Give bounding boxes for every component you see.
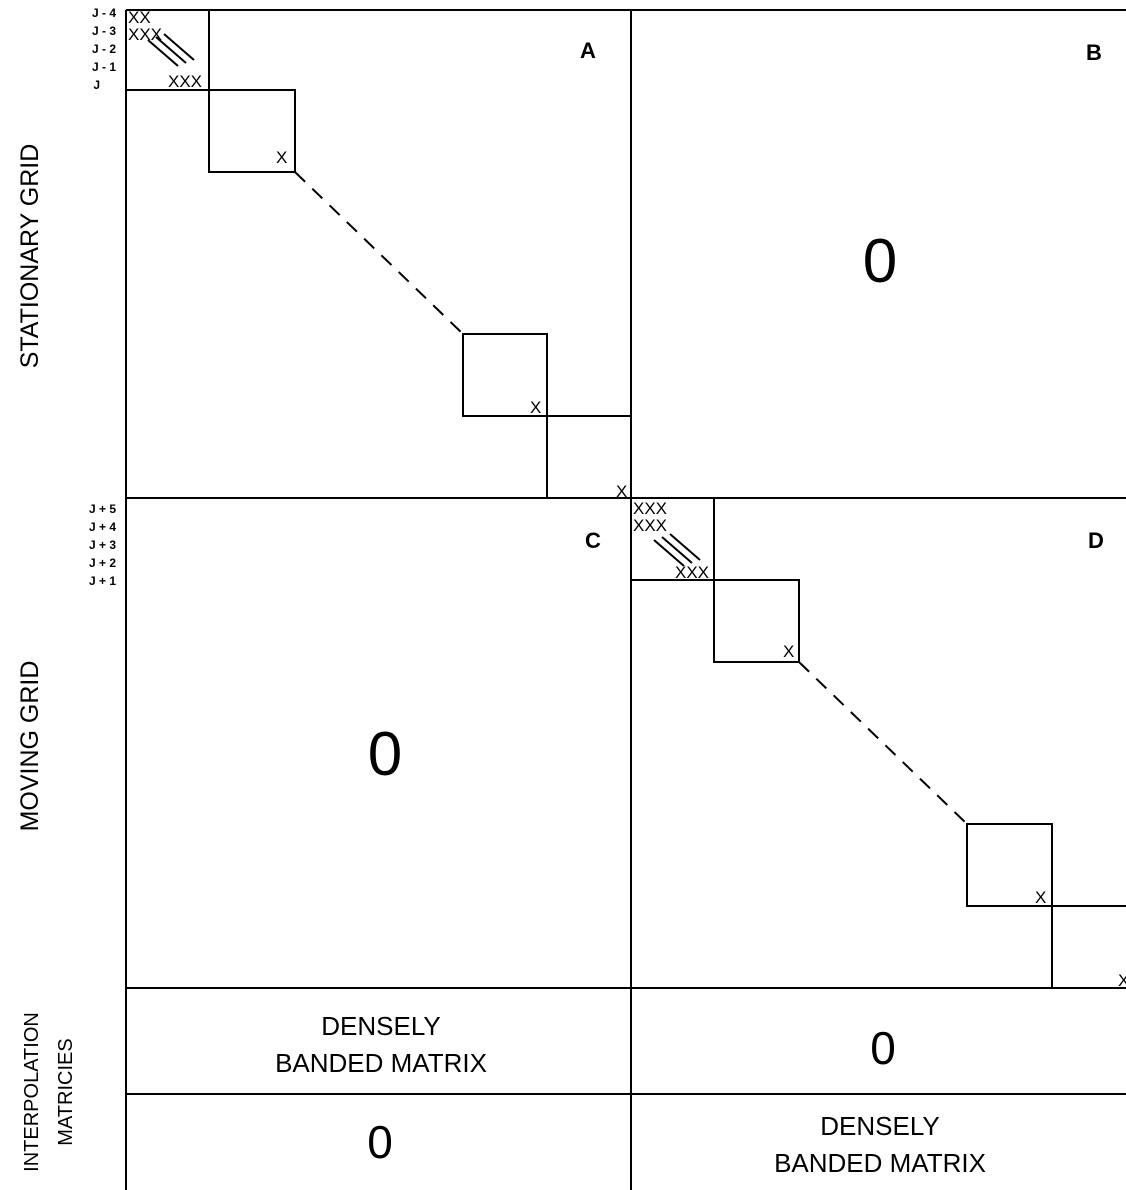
block-d-sub-block-4 [1051, 905, 1126, 988]
interp-bottom-right-line-2: BANDED MATRIX [774, 1148, 986, 1178]
interp-bottom-right-line-1: DENSELY [820, 1111, 939, 1141]
x-mark-d-corner: X [1118, 971, 1126, 990]
block-d-band-line-3 [669, 533, 701, 561]
block-a-band-line-3 [163, 33, 195, 61]
block-a-band-line-2 [155, 36, 187, 64]
interp-top-left-line-1: DENSELY [321, 1011, 440, 1041]
row-label-j-minus-1: J - 1 [92, 60, 116, 74]
x-mark-a-corner: X [616, 482, 627, 501]
block-label-d: D [1088, 528, 1104, 553]
x-mark-a-row5: XXX [168, 72, 202, 91]
row-label-j-minus-2: J - 2 [92, 42, 116, 56]
x-mark-a-row2: XXX [128, 25, 162, 44]
x-mark-a-row1: XX [128, 8, 151, 27]
x-mark-a-block2: X [276, 148, 287, 167]
block-a-band-line-1 [147, 39, 179, 67]
x-mark-d-row1: XXX [633, 499, 667, 518]
row-label-j: J [93, 78, 100, 92]
x-mark-d-block3: X [1035, 888, 1046, 907]
interpolation-label: INTERPOLATION [21, 1012, 43, 1172]
block-d-band-line-1 [653, 539, 685, 567]
x-mark-d-row5: XXX [675, 563, 709, 582]
zero-block-b: 0 [863, 227, 897, 296]
block-d-band-line-2 [661, 536, 693, 564]
row-label-j-plus-3: J + 3 [89, 538, 116, 552]
block-label-b: B [1086, 40, 1102, 65]
block-label-c: C [585, 528, 601, 553]
block-a-dashed-diagonal [294, 171, 464, 335]
row-label-j-minus-3: J - 3 [92, 24, 116, 38]
zero-interp-top-right: 0 [870, 1022, 896, 1074]
matricies-label: MATRICIES [55, 1038, 77, 1145]
x-mark-d-block2: X [783, 642, 794, 661]
zero-block-c: 0 [368, 720, 402, 789]
zero-interp-bottom-left: 0 [367, 1116, 393, 1168]
row-label-j-plus-1: J + 1 [89, 574, 116, 588]
block-label-a: A [580, 38, 596, 63]
moving-grid-label: MOVING GRID [16, 661, 44, 832]
x-mark-d-row2: XXX [633, 516, 667, 535]
x-mark-a-block3: X [530, 398, 541, 417]
stationary-grid-label: STATIONARY GRID [16, 144, 44, 369]
row-label-j-plus-2: J + 2 [89, 556, 116, 570]
block-d-dashed-diagonal [798, 661, 968, 825]
row-label-j-plus-5: J + 5 [89, 502, 116, 516]
interp-top-left-line-2: BANDED MATRIX [275, 1048, 487, 1078]
row-label-j-minus-4: J - 4 [92, 6, 116, 20]
row-label-j-plus-4: J + 4 [89, 520, 116, 534]
block-a-sub-block-4 [546, 415, 631, 498]
